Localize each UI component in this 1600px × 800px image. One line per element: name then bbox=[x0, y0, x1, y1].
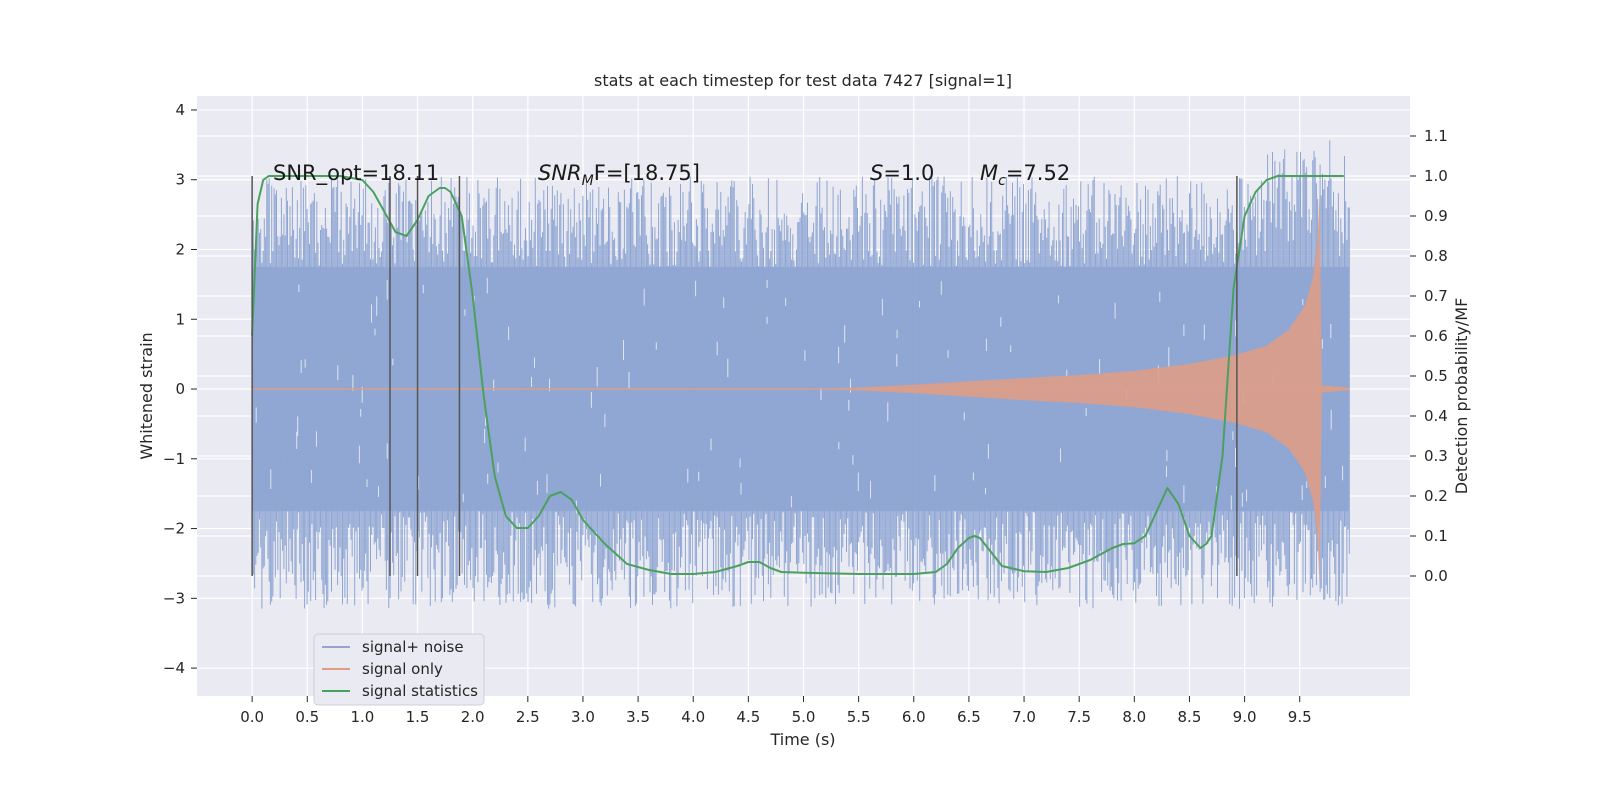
y-tick-label: −4 bbox=[163, 659, 185, 677]
annotation-snr-opt: SNR_opt=18.11 bbox=[273, 161, 439, 186]
x-tick-label: 1.0 bbox=[350, 708, 374, 726]
y2-tick-label: 1.0 bbox=[1424, 167, 1448, 185]
y2-tick-label: 0.0 bbox=[1424, 567, 1448, 585]
legend-label-signal-noise: signal+ noise bbox=[362, 638, 464, 656]
annotation-mc: Mc=7.52 bbox=[980, 161, 1070, 189]
y-tick-label: −3 bbox=[163, 589, 185, 607]
annotation-s: S=1.0 bbox=[870, 161, 934, 185]
x-tick-label: 5.0 bbox=[792, 708, 816, 726]
y-tick-label: 1 bbox=[175, 310, 185, 328]
x-tick-label: 9.5 bbox=[1288, 708, 1312, 726]
y2-tick-label: 0.9 bbox=[1424, 207, 1448, 225]
y-tick-label: −1 bbox=[163, 450, 185, 468]
y2-tick-label: 0.8 bbox=[1424, 247, 1448, 265]
x-tick-label: 7.0 bbox=[1012, 708, 1036, 726]
data-layer bbox=[251, 140, 1350, 609]
vertical-markers bbox=[251, 176, 1238, 576]
legend-item-signal-only: signal only bbox=[322, 660, 443, 678]
x-tick-label: 6.0 bbox=[902, 708, 926, 726]
y-tick-label: −2 bbox=[163, 520, 185, 538]
x-tick-label: 4.0 bbox=[681, 708, 705, 726]
x-tick-label: 2.0 bbox=[461, 708, 485, 726]
y-tick-label: 4 bbox=[175, 101, 185, 119]
x-tick-label: 8.5 bbox=[1178, 708, 1202, 726]
x-tick-label: 0.5 bbox=[295, 708, 319, 726]
legend-box bbox=[313, 633, 485, 706]
x-tick-label: 0.0 bbox=[240, 708, 264, 726]
y-tick-label: 0 bbox=[175, 380, 185, 398]
annotation-snr-mf: SNRMF=[18.75] bbox=[538, 161, 700, 189]
x-tick-label: 1.5 bbox=[406, 708, 430, 726]
y2-tick-label: 0.1 bbox=[1424, 527, 1448, 545]
series-signal-statistics bbox=[251, 175, 1344, 575]
y2-tick-label: 0.6 bbox=[1424, 327, 1448, 345]
x-tick-label: 7.5 bbox=[1067, 708, 1091, 726]
x-axis-label: Time (s) bbox=[769, 730, 835, 749]
y-axis-right-label: Detection probability/MF bbox=[1452, 298, 1471, 495]
x-tick-label: 2.5 bbox=[516, 708, 540, 726]
x-tick-label: 5.5 bbox=[847, 708, 871, 726]
y2-tick-label: 0.5 bbox=[1424, 367, 1448, 385]
annotations: SNR_opt=18.11 SNRMF=[18.75] S=1.0 Mc=7.5… bbox=[273, 161, 1070, 189]
x-tick-label: 6.5 bbox=[957, 708, 981, 726]
legend-label-signal-only: signal only bbox=[362, 660, 443, 678]
y-tick-label: 2 bbox=[175, 240, 185, 258]
x-tick-label: 8.0 bbox=[1122, 708, 1146, 726]
legend-item-signal-statistics: signal statistics bbox=[322, 682, 478, 700]
x-tick-label: 4.5 bbox=[736, 708, 760, 726]
legend-item-signal-noise: signal+ noise bbox=[322, 638, 464, 656]
x-tick-label: 3.0 bbox=[571, 708, 595, 726]
y2-tick-label: 0.4 bbox=[1424, 407, 1448, 425]
y-axis-label: Whitened strain bbox=[137, 332, 156, 459]
axes: 0.0 0.5 1.0 1.5 2.0 2.5 3.0 3.5 4.0 4.5 5.0 5.5 6.0 6… bbox=[163, 101, 1448, 726]
y2-tick-label: 1.1 bbox=[1424, 127, 1448, 145]
x-tick-label: 3.5 bbox=[626, 708, 650, 726]
y2-tick-label: 0.3 bbox=[1424, 447, 1448, 465]
y2-tick-label: 0.7 bbox=[1424, 287, 1448, 305]
y2-tick-label: 0.2 bbox=[1424, 487, 1448, 505]
chart-title: stats at each timestep for test data 742… bbox=[594, 71, 1012, 90]
y-tick-label: 3 bbox=[175, 171, 185, 189]
legend: signal+ noise signal only signal statist… bbox=[313, 633, 485, 706]
x-tick-label: 9.0 bbox=[1233, 708, 1257, 726]
legend-label-signal-statistics: signal statistics bbox=[362, 682, 478, 700]
